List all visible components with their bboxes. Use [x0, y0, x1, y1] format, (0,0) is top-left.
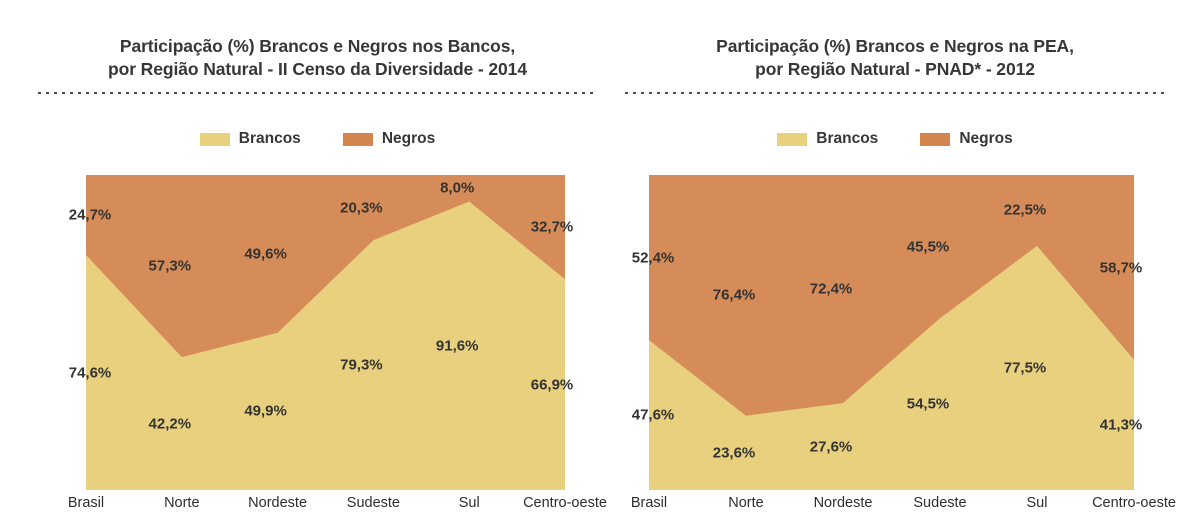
legend-swatch-negros [920, 132, 951, 146]
chart-title-line2: por Região Natural - PNAD* - 2012 [755, 59, 1035, 79]
axis-label-centro-oeste: Centro-oeste [1092, 495, 1176, 511]
data-label-negros: 58,7% [1099, 259, 1143, 276]
data-label-brancos: 27,6% [809, 438, 853, 455]
legend: Brancos Negros [625, 130, 1165, 148]
data-label-brancos: 54,5% [906, 395, 950, 413]
chart-panel-pea: Participação (%) Brancos e Negros na PEA… [625, 30, 1176, 520]
dotted-divider [38, 92, 597, 94]
data-label-negros: 32,7% [530, 218, 574, 236]
data-label-brancos: 74,6% [68, 364, 112, 381]
chart-title-pea: Participação (%) Brancos e Negros na PEA… [625, 30, 1165, 81]
data-label-negros: 76,4% [712, 286, 756, 304]
area-chart-pea: 52,4% 47,6% Brasil 76,4% 23,6% Norte 72,4% 27,6… [631, 175, 1176, 511]
data-label-negros: 24,7% [68, 206, 112, 224]
stacked-area-svg [86, 175, 565, 490]
axis-label-sudeste: Sudeste [913, 495, 967, 511]
chart-title-line2: por Região Natural - II Censo da Diversi… [108, 59, 527, 79]
data-label-brancos: 79,3% [340, 356, 383, 374]
data-label-negros: 49,6% [244, 245, 287, 263]
brancos-area [86, 201, 565, 490]
legend-item-brancos: Brancos [199, 130, 301, 148]
data-label-brancos: 42,2% [148, 415, 192, 432]
legend-swatch-negros [342, 132, 373, 146]
chart-title-line1: Participação (%) Brancos e Negros nos Ba… [119, 36, 516, 56]
legend-swatch-brancos [777, 132, 808, 146]
legend-label-negros: Negros [959, 130, 1013, 147]
stacked-area-svg [649, 175, 1134, 490]
axis-label-brasil: Brasil [67, 495, 105, 511]
axis-label-sul: Sul [1026, 495, 1048, 511]
brancos-area [649, 245, 1134, 490]
data-label-negros: 8,0% [440, 179, 475, 197]
data-label-brancos: 77,5% [1003, 359, 1047, 377]
data-label-brancos: 66,9% [530, 376, 574, 394]
chart-title-bancos: Participação (%) Brancos e Negros nos Ba… [38, 30, 597, 81]
legend-item-negros: Negros [920, 130, 1013, 148]
data-label-negros: 52,4% [631, 249, 675, 266]
legend-label-brancos: Brancos [238, 130, 301, 147]
legend-item-brancos: Brancos [777, 130, 878, 148]
legend: Brancos Negros [38, 130, 597, 148]
chart-title-line1: Participação (%) Brancos e Negros na PEA… [716, 36, 1074, 56]
legend-swatch-brancos [199, 132, 230, 146]
chart-panel-bancos: Participação (%) Brancos e Negros nos Ba… [38, 30, 607, 520]
area-chart-bancos: 24,7% 74,6% Brasil 57,3% 42,2% Norte 49,6% 49,9… [68, 175, 607, 511]
data-label-negros: 20,3% [340, 199, 383, 217]
legend-item-negros: Negros [342, 130, 436, 148]
dotted-divider [625, 92, 1165, 94]
data-label-negros: 57,3% [148, 257, 192, 275]
legend-label-brancos: Brancos [816, 130, 879, 147]
data-label-negros: 22,5% [1003, 201, 1047, 219]
axis-label-centro-oeste: Centro-oeste [523, 495, 607, 511]
data-label-brancos: 47,6% [631, 406, 675, 424]
axis-label-brasil: Brasil [630, 495, 668, 511]
axis-label-nordeste: Nordeste [813, 495, 873, 511]
axis-label-norte: Norte [728, 495, 764, 511]
data-label-brancos: 49,9% [244, 402, 287, 420]
data-label-brancos: 23,6% [712, 444, 756, 462]
data-label-negros: 72,4% [809, 280, 853, 298]
axis-label-sudeste: Sudeste [346, 495, 400, 511]
axis-label-sul: Sul [458, 495, 480, 511]
data-label-negros: 45,5% [906, 238, 950, 256]
data-label-brancos: 41,3% [1099, 416, 1143, 434]
axis-label-nordeste: Nordeste [248, 495, 308, 511]
data-label-brancos: 91,6% [435, 337, 479, 355]
legend-label-negros: Negros [381, 130, 436, 147]
axis-label-norte: Norte [164, 495, 200, 511]
